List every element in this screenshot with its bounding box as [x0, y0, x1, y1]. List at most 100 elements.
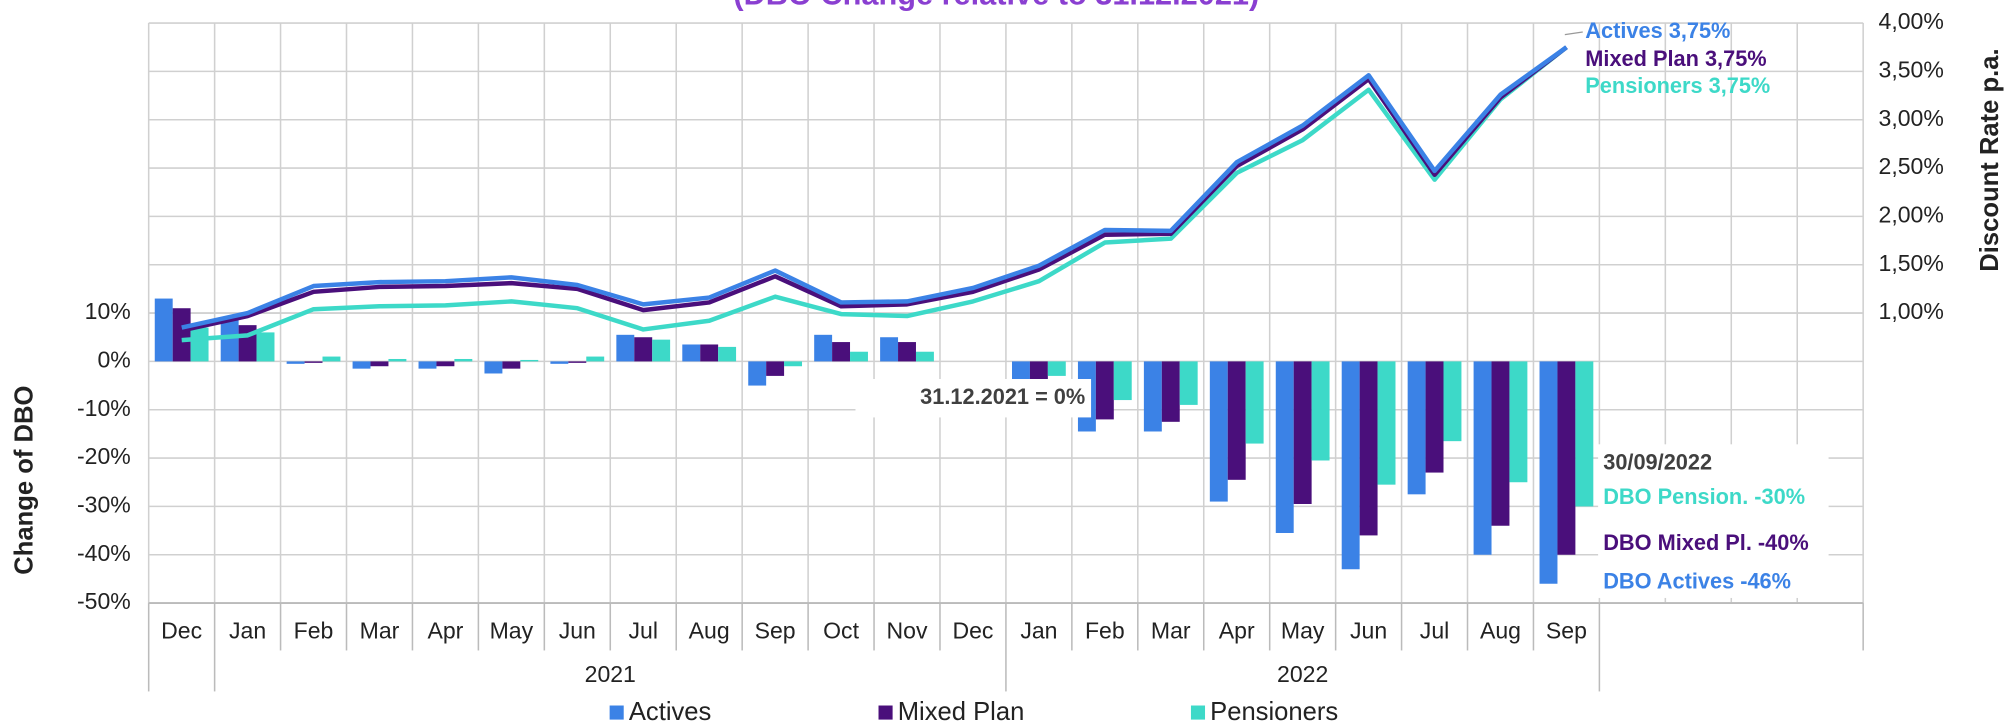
bar: [520, 359, 539, 362]
bar: [1557, 361, 1576, 555]
bar: [220, 317, 239, 362]
annotation: Mixed Plan 3,75%: [1585, 46, 1766, 71]
annotation: DBO Pension. -30%: [1603, 484, 1805, 509]
bar: [652, 339, 671, 362]
y-tick-label: 0%: [97, 346, 130, 372]
legend-swatch: [609, 705, 624, 720]
x-tick-label: Jul: [1420, 618, 1449, 644]
bar: [1143, 361, 1162, 432]
x-tick-label: Mar: [1151, 618, 1191, 644]
bar: [880, 337, 899, 362]
bar: [1425, 361, 1444, 473]
x-tick-label: Jan: [229, 618, 266, 644]
x-tick-label: Oct: [823, 618, 859, 644]
bar: [1227, 361, 1246, 480]
bar: [850, 351, 868, 362]
x-tick-label: Apr: [1219, 618, 1255, 644]
bar: [1179, 361, 1198, 405]
bar: [1539, 361, 1558, 584]
bar: [1491, 361, 1510, 526]
bar: [1245, 361, 1264, 444]
bar: [748, 361, 767, 386]
bar: [1047, 361, 1066, 376]
bar: [832, 342, 851, 362]
annotation: Pensioners 3,75%: [1585, 73, 1770, 98]
y-axis-title: Change of DBO: [11, 386, 39, 575]
bar: [1161, 361, 1180, 422]
y-tick-label: -30%: [77, 492, 131, 518]
group-label: 2022: [1277, 661, 1328, 687]
bar: [1275, 361, 1294, 533]
group-label: 2021: [585, 661, 636, 687]
bar: [784, 361, 803, 367]
x-tick-label: Mar: [360, 618, 400, 644]
bar: [700, 344, 719, 362]
y-tick-label: -40%: [77, 540, 131, 566]
x-tick-label: Feb: [1085, 618, 1125, 644]
x-tick-label: Jan: [1020, 618, 1057, 644]
bar: [915, 351, 934, 362]
x-tick-label: Jul: [629, 618, 658, 644]
bar: [1113, 361, 1132, 401]
x-tick-label: Dec: [161, 618, 202, 644]
bar: [154, 298, 173, 362]
bar: [1012, 361, 1030, 381]
bar: [1509, 361, 1528, 483]
bar: [322, 356, 341, 362]
y-tick-label: -50%: [77, 588, 131, 614]
bar: [388, 358, 407, 362]
x-tick-label: Sep: [1546, 618, 1587, 644]
bar: [1341, 361, 1360, 570]
chart-title: (DBO Change relative to 31.12.2021): [733, 0, 1259, 11]
bar: [1407, 361, 1426, 495]
bar: [1293, 361, 1312, 504]
bar: [484, 361, 503, 374]
x-tick-label: Aug: [689, 618, 730, 644]
bar: [766, 361, 785, 376]
bar: [1473, 361, 1492, 555]
annotation: DBO Actives -46%: [1603, 568, 1791, 593]
x-tick-label: Apr: [427, 618, 463, 644]
line: [181, 45, 1568, 333]
bar: [418, 361, 437, 369]
y-tick-label: 10%: [85, 298, 131, 324]
bar: [304, 361, 323, 363]
bar: [1359, 361, 1378, 536]
legend-swatch: [1190, 705, 1206, 720]
bar: [190, 327, 209, 362]
x-tick-label: Sep: [755, 618, 796, 644]
line: [181, 45, 1568, 330]
legend-label: Mixed Plan: [898, 698, 1025, 726]
bar: [436, 361, 455, 367]
annotation: 30/09/2022: [1603, 449, 1712, 474]
bar: [718, 346, 737, 362]
bar: [1209, 361, 1228, 502]
annotation-box: [855, 379, 1092, 418]
x-tick-label: Dec: [952, 618, 993, 644]
bar: [352, 361, 371, 369]
annotation: 31.12.2021 = 0%: [920, 384, 1085, 409]
x-tick-label: Jun: [1350, 618, 1387, 644]
bar: [814, 334, 833, 362]
bar: [502, 361, 521, 369]
x-tick-label: May: [490, 618, 534, 644]
x-tick-label: Nov: [887, 618, 928, 644]
line: [181, 45, 1568, 343]
bar: [1575, 361, 1594, 507]
bar: [1377, 361, 1396, 485]
y2-tick-label: 3,50%: [1879, 56, 1944, 82]
bar: [256, 332, 275, 362]
annotation: DBO Mixed Pl. -40%: [1603, 530, 1808, 555]
bar: [172, 308, 191, 362]
bar: [898, 342, 916, 362]
x-tick-label: Jun: [559, 618, 596, 644]
x-tick-label: May: [1281, 618, 1325, 644]
bar: [370, 361, 389, 367]
y-tick-label: -10%: [77, 395, 131, 421]
y2-tick-label: 2,00%: [1879, 201, 1944, 227]
bar: [616, 334, 635, 362]
bar: [586, 356, 605, 362]
bar: [286, 361, 305, 364]
y2-axis-title: Discount Rate p.a.: [1976, 48, 2004, 271]
bar: [634, 337, 653, 362]
